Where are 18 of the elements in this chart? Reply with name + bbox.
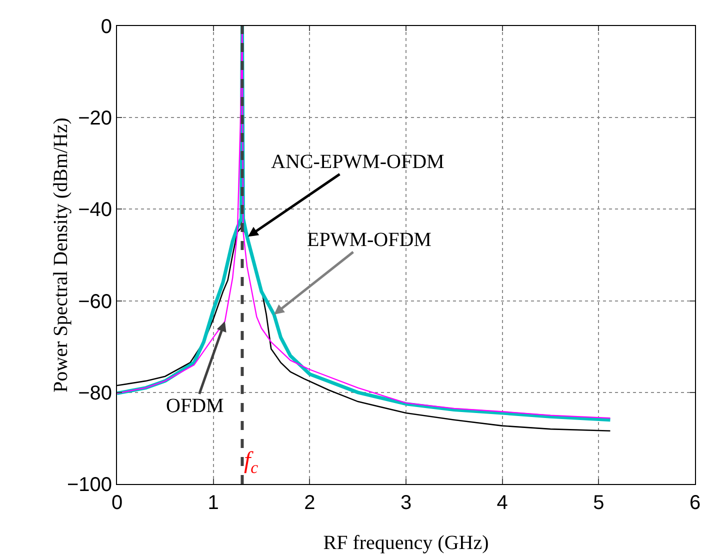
x-tick-label: 2	[304, 492, 316, 514]
x-tick-label: 6	[689, 492, 701, 514]
x-tick-label: 1	[208, 492, 219, 514]
x-axis-title: RF frequency (GHz)	[323, 532, 489, 554]
annotation: ANC-EPWM-OFDM	[271, 151, 445, 173]
y-tick-label: −20	[78, 108, 112, 130]
x-tick-label: 5	[593, 492, 604, 514]
x-tick-label: 3	[400, 492, 412, 514]
y-tick-label: −60	[78, 290, 112, 313]
x-tick-label: 4	[496, 492, 508, 514]
y-tick-label: 0	[100, 16, 112, 38]
y-tick-label: −40	[78, 199, 112, 222]
y-axis-title: Power Spectral Density (dBm/Hz)	[50, 118, 72, 392]
annotation: EPWM-OFDM	[307, 229, 432, 251]
y-tick-label: −100	[66, 474, 112, 496]
annotation: OFDM	[166, 395, 224, 417]
y-tick-label: −80	[78, 382, 112, 404]
ref-line-label: f$_{c}$	[244, 448, 259, 478]
